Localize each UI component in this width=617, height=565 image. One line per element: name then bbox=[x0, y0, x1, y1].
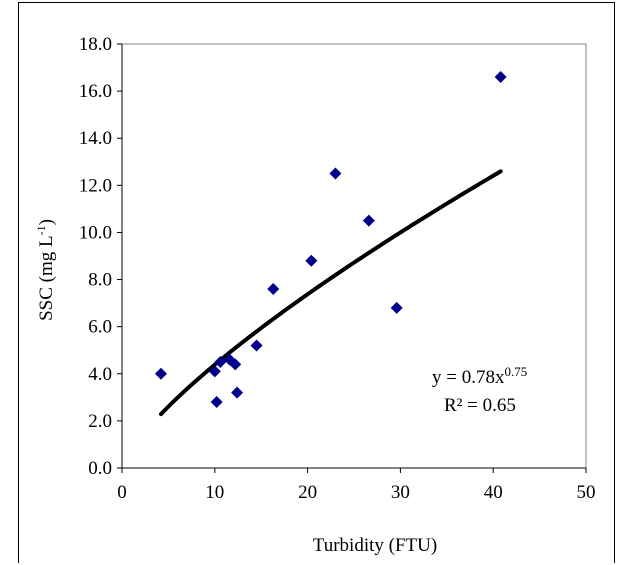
trendline-equation-base: y = 0.78x bbox=[432, 367, 505, 388]
data-point bbox=[229, 358, 242, 371]
x-tick-label: 40 bbox=[484, 482, 503, 503]
y-tick-label: 14.0 bbox=[79, 128, 112, 149]
data-point bbox=[494, 70, 507, 83]
y-tick-label: 18.0 bbox=[79, 34, 112, 55]
trendline-r-squared: R² = 0.65 bbox=[444, 395, 516, 416]
y-tick-label: 8.0 bbox=[88, 270, 112, 291]
chart-frame bbox=[18, 2, 615, 563]
y-tick-label: 0.0 bbox=[88, 458, 112, 479]
trendline-equation-exponent: 0.75 bbox=[504, 364, 527, 379]
x-tick-label: 30 bbox=[391, 482, 410, 503]
data-points bbox=[154, 70, 507, 409]
data-point bbox=[362, 214, 375, 227]
axes: 0.0 2.0 4.0 6.0 8.0 10.0 12.0 14.0 16.0 18.0 0 10 20… bbox=[79, 34, 596, 503]
data-point bbox=[390, 301, 403, 314]
y-axis-label-main: SSC (mg L bbox=[36, 235, 57, 321]
trendline-equation: y = 0.78x0.75 bbox=[432, 364, 527, 388]
y-tick-label: 10.0 bbox=[79, 222, 112, 243]
data-point bbox=[214, 356, 227, 368]
y-tick-label: 4.0 bbox=[88, 364, 112, 385]
x-tick-label: 10 bbox=[205, 482, 224, 503]
data-point bbox=[210, 396, 223, 409]
plot-area-border bbox=[121, 43, 587, 469]
data-point bbox=[250, 339, 263, 352]
x-axis-label: Turbidity (FTU) bbox=[313, 535, 437, 556]
y-tick-label: 16.0 bbox=[79, 81, 112, 102]
data-point bbox=[267, 282, 280, 295]
y-tick-label: 12.0 bbox=[79, 175, 112, 196]
data-point bbox=[305, 254, 318, 267]
x-tick-label: 50 bbox=[577, 482, 596, 503]
data-point bbox=[208, 365, 221, 378]
data-point bbox=[231, 386, 244, 399]
y-tick-label: 2.0 bbox=[88, 411, 112, 432]
x-tick-label: 20 bbox=[298, 482, 317, 503]
data-point bbox=[329, 167, 342, 180]
x-tick-label: 0 bbox=[117, 482, 127, 503]
y-tick-label: 6.0 bbox=[88, 317, 112, 338]
y-axis-label-end: ) bbox=[36, 219, 57, 225]
y-axis-label: SSC (mg L-1) bbox=[34, 219, 57, 321]
data-point bbox=[154, 367, 167, 380]
y-axis-label-superscript: -1 bbox=[34, 225, 48, 235]
